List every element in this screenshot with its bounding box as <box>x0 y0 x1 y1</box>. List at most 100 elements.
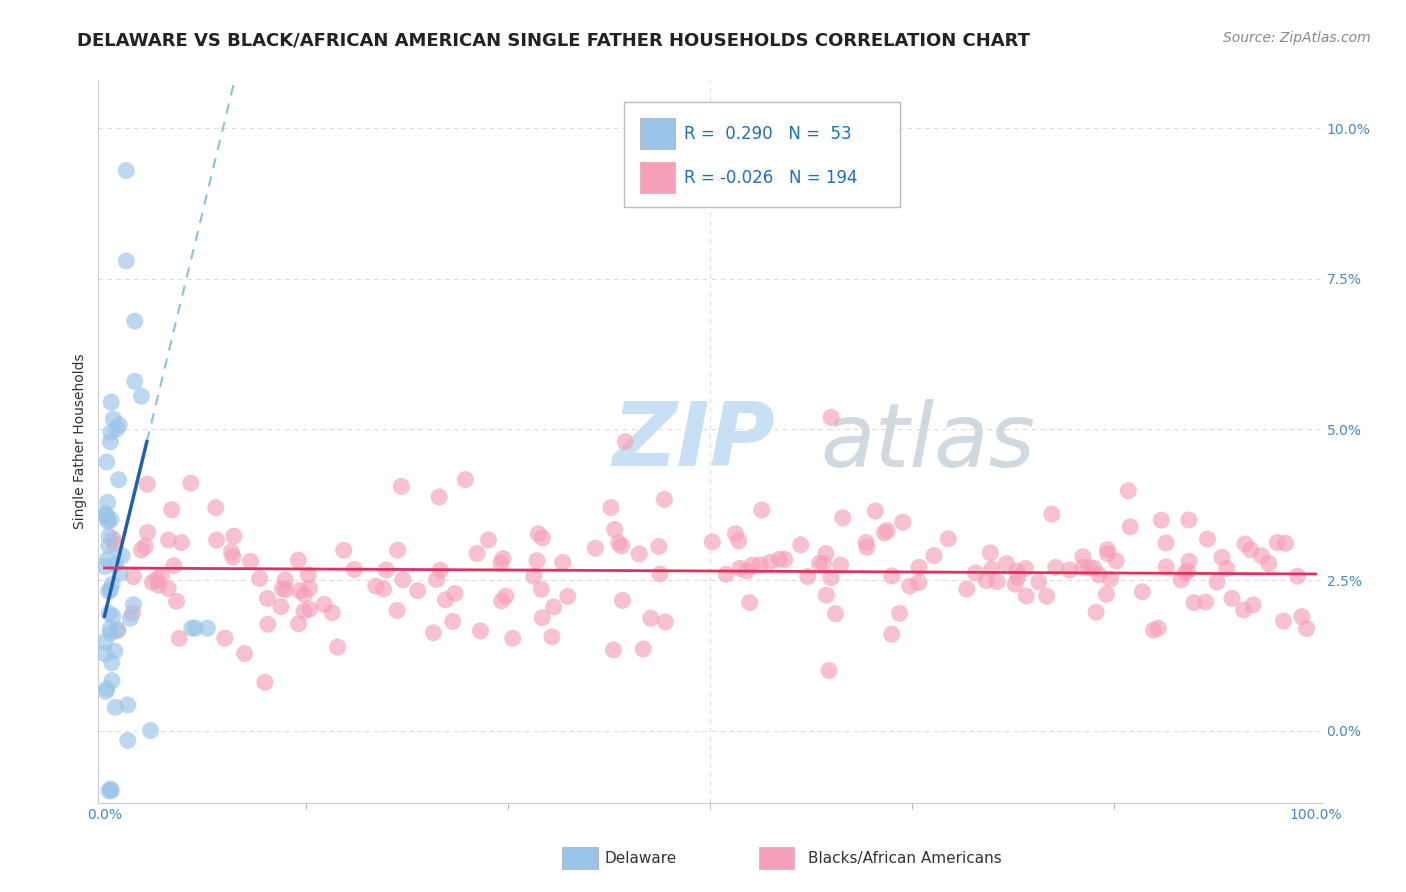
Point <box>1174 566 1197 581</box>
Point <box>314 598 336 612</box>
Point <box>936 532 959 546</box>
Point <box>820 410 842 425</box>
Point <box>551 556 574 570</box>
Point <box>332 543 354 558</box>
Text: R = -0.026   N = 194: R = -0.026 N = 194 <box>685 169 858 186</box>
Point <box>724 526 747 541</box>
Point <box>141 575 163 590</box>
Point <box>180 621 202 635</box>
Point <box>1116 483 1139 498</box>
FancyBboxPatch shape <box>640 119 675 150</box>
Text: R =  0.290   N =  53: R = 0.290 N = 53 <box>685 125 852 143</box>
Point <box>773 552 796 566</box>
Point <box>979 546 1001 560</box>
Point <box>134 540 156 554</box>
Point <box>1233 603 1256 617</box>
Point <box>197 621 219 635</box>
Point <box>491 594 513 608</box>
Point <box>1040 507 1063 521</box>
Point <box>541 630 564 644</box>
Point <box>873 525 896 540</box>
Point <box>136 525 159 540</box>
Point <box>124 314 146 328</box>
Point <box>614 434 637 449</box>
Point <box>1077 560 1099 574</box>
Point <box>105 624 128 638</box>
Point <box>249 572 271 586</box>
Point <box>434 592 457 607</box>
Point <box>97 495 120 509</box>
Point <box>1220 591 1243 606</box>
Point <box>495 589 517 603</box>
Point <box>139 723 162 738</box>
Point <box>492 551 515 566</box>
Point <box>1088 568 1111 582</box>
Point <box>157 582 180 596</box>
Point <box>205 533 228 548</box>
Point <box>1099 572 1122 586</box>
Point <box>602 643 624 657</box>
Point <box>1274 536 1296 550</box>
Point <box>98 784 121 798</box>
Point <box>444 586 467 600</box>
Point <box>104 644 127 658</box>
Point <box>100 781 122 796</box>
Point <box>1234 537 1257 551</box>
Point <box>121 606 143 620</box>
Point <box>375 563 398 577</box>
Point <box>392 573 415 587</box>
Point <box>628 547 651 561</box>
Point <box>1035 589 1057 603</box>
Point <box>477 533 499 547</box>
Point <box>107 623 129 637</box>
Point <box>222 529 245 543</box>
Point <box>1059 563 1081 577</box>
Point <box>1105 554 1128 568</box>
Point <box>150 568 173 582</box>
Point <box>321 606 343 620</box>
Point <box>1045 560 1067 574</box>
Point <box>824 607 846 621</box>
Point <box>702 534 724 549</box>
Point <box>880 569 903 583</box>
Point <box>543 599 565 614</box>
Point <box>103 537 125 551</box>
Point <box>986 574 1008 589</box>
Point <box>157 533 180 547</box>
Point <box>274 582 297 597</box>
Point <box>287 553 309 567</box>
Point <box>1178 554 1201 568</box>
Point <box>526 554 548 568</box>
Point <box>385 603 408 617</box>
Point <box>100 625 122 640</box>
Point <box>1295 622 1317 636</box>
Point <box>100 395 122 409</box>
Point <box>97 529 120 543</box>
Point <box>470 624 492 638</box>
Point <box>214 631 236 645</box>
Point <box>831 510 853 524</box>
Point <box>170 535 193 549</box>
Point <box>98 622 121 636</box>
Point <box>1241 598 1264 612</box>
Point <box>980 562 1002 576</box>
Point <box>271 582 294 596</box>
Point <box>856 541 879 555</box>
Point <box>818 664 841 678</box>
Point <box>101 532 124 546</box>
Point <box>98 607 121 621</box>
Point <box>326 640 349 654</box>
Point <box>603 523 626 537</box>
Point <box>1291 609 1313 624</box>
Point <box>523 569 546 583</box>
Point <box>94 634 117 648</box>
Point <box>797 569 820 583</box>
Point <box>96 455 118 469</box>
Point <box>531 531 554 545</box>
Point <box>108 417 131 432</box>
Point <box>105 422 128 436</box>
Point <box>222 550 245 565</box>
Point <box>117 698 139 712</box>
Point <box>1272 614 1295 628</box>
Point <box>640 611 662 625</box>
